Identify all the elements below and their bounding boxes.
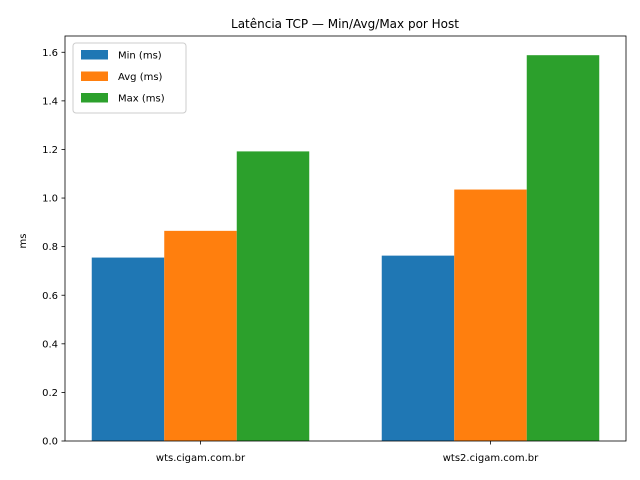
legend-swatch bbox=[81, 93, 108, 103]
bar-3-2 bbox=[526, 55, 600, 441]
legend-label: Max (ms) bbox=[118, 94, 165, 105]
legend: Min (ms) Avg (ms) Max (ms) bbox=[72, 42, 187, 114]
x-tick-label: wts2.cigam.com.br bbox=[443, 453, 539, 464]
y-tick-label: 1.4 bbox=[42, 96, 58, 107]
legend-label: Min (ms) bbox=[118, 51, 162, 62]
legend-label: Avg (ms) bbox=[118, 72, 163, 83]
bar-2-2 bbox=[454, 189, 527, 441]
legend-swatch bbox=[81, 50, 108, 60]
y-axis-label: ms bbox=[18, 234, 29, 249]
plot-frame bbox=[64, 35, 627, 442]
chart-title: Latência TCP — Min/Avg/Max por Host bbox=[231, 17, 459, 31]
bar-1-2 bbox=[381, 255, 455, 441]
y-tick-label: 0.4 bbox=[42, 339, 58, 350]
y-tick-label: 1.2 bbox=[42, 145, 58, 156]
y-tick-label: 1.0 bbox=[42, 194, 58, 205]
y-tick-label: 0.8 bbox=[42, 242, 58, 253]
bars-group bbox=[91, 55, 600, 441]
axes-group: 0.0 0.2 0.4 0.6 0.8 1.0 1.2 1.4 1.6 wts.cigam.com… bbox=[42, 35, 627, 464]
legend-swatch bbox=[81, 71, 108, 81]
bar-1-1 bbox=[91, 257, 165, 441]
y-tick-label: 0.6 bbox=[42, 291, 58, 302]
bar-2-1 bbox=[164, 230, 237, 441]
y-tick-label: 0.0 bbox=[42, 437, 58, 448]
y-tick-label: 1.6 bbox=[42, 48, 58, 59]
x-tick-label: wts.cigam.com.br bbox=[156, 453, 246, 464]
y-tick-label: 0.2 bbox=[42, 388, 58, 399]
bar-3-1 bbox=[236, 151, 310, 441]
